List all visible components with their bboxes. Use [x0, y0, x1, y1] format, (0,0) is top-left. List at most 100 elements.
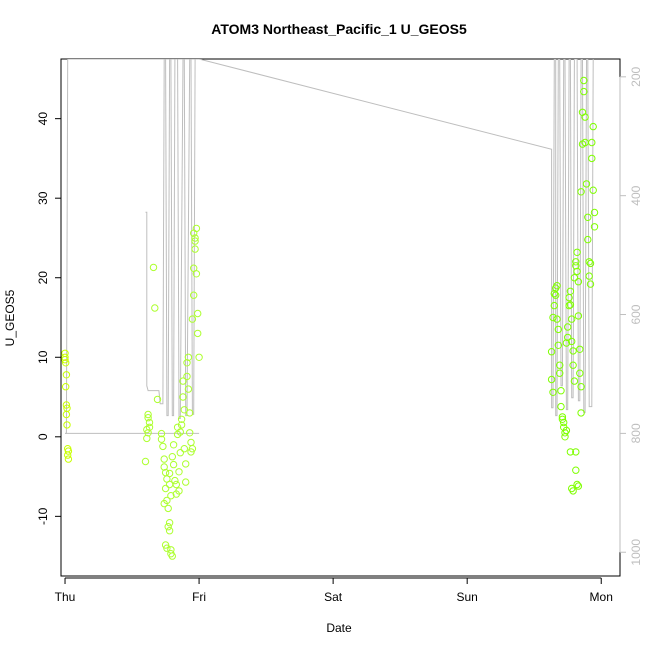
right-tick-label: 400: [629, 185, 643, 205]
data-point: [564, 333, 572, 342]
data-point: [566, 287, 575, 295]
data-point: [556, 361, 564, 369]
data-point: [145, 418, 154, 427]
data-point: [143, 434, 151, 443]
data-point: [186, 429, 194, 437]
data-point: [556, 369, 564, 377]
data-point: [184, 385, 193, 393]
data-point: [153, 395, 162, 404]
data-point: [183, 372, 191, 381]
data-point: [157, 435, 166, 443]
data-point: [554, 325, 562, 334]
data-point: [183, 359, 191, 367]
data-point: [192, 270, 201, 278]
data-point: [180, 406, 189, 414]
data-point: [157, 429, 166, 438]
right-tick-label: 200: [629, 66, 643, 86]
data-point: [195, 353, 203, 361]
data-point: [151, 304, 159, 312]
data-point: [165, 519, 174, 527]
x-tick-label: Sat: [324, 590, 343, 604]
data-point: [574, 482, 583, 490]
data-point: [585, 272, 593, 280]
data-point: [581, 113, 589, 121]
data-point: [589, 186, 597, 194]
data-point: [176, 428, 185, 436]
data-point: [177, 415, 186, 423]
data-point: [576, 345, 584, 353]
x-tick-label: Mon: [590, 590, 613, 604]
data-point: [565, 301, 573, 310]
data-point: [558, 413, 567, 421]
data-point: [160, 463, 168, 471]
x-tick-label: Sun: [457, 590, 478, 604]
data-point: [568, 337, 576, 346]
data-point: [570, 274, 579, 282]
x-tick-label: Thu: [55, 590, 76, 604]
y-tick-label: 10: [36, 350, 50, 364]
data-point: [590, 208, 599, 217]
data-point: [169, 460, 178, 469]
data-point: [190, 229, 198, 237]
data-point: [580, 87, 588, 96]
right-axis: 200 400 600 800 1000: [619, 66, 643, 566]
data-point: [547, 375, 556, 384]
chart-title: ATOM3 Northeast_Pacific_1 U_GEOS5: [211, 21, 467, 37]
data-point: [175, 487, 183, 495]
x-axis-label: Date: [326, 621, 352, 635]
data-point: [176, 449, 185, 457]
data-point: [590, 223, 599, 231]
data-point: [576, 369, 584, 377]
y-tick-label: 30: [36, 191, 50, 205]
data-point: [161, 541, 170, 549]
data-point: [550, 301, 558, 310]
data-point: [558, 415, 567, 423]
data-point: [191, 237, 199, 245]
data-point: [589, 122, 597, 131]
data-point: [570, 377, 579, 385]
y-tick-label: 0: [36, 433, 50, 440]
data-point: [61, 353, 69, 361]
data-point: [144, 429, 152, 437]
data-point: [549, 388, 557, 396]
data-point: [164, 523, 172, 531]
data-point: [171, 476, 179, 485]
data-point: [61, 383, 70, 391]
data-point: [182, 460, 190, 468]
data-point: [572, 262, 580, 270]
data-point: [194, 309, 202, 318]
data-point: [144, 410, 152, 419]
data-point: [61, 356, 69, 364]
data-point: [141, 457, 150, 466]
x-axis: Thu Fri Sat Sun Mon: [55, 577, 613, 604]
data-point: [172, 480, 181, 489]
data-point: [164, 504, 172, 513]
data-point: [169, 441, 178, 449]
data-point: [588, 138, 596, 147]
data-point: [177, 421, 186, 429]
data-point: [186, 409, 194, 417]
data-point: [566, 301, 575, 309]
data-point: [547, 348, 556, 356]
data-point: [584, 235, 592, 244]
data-point: [62, 410, 71, 419]
y-tick-label: 40: [36, 112, 50, 126]
data-point: [167, 492, 175, 500]
data-point: [586, 280, 595, 288]
data-point: [557, 402, 565, 411]
data-point: [163, 544, 171, 552]
data-point: [577, 409, 585, 417]
data-point: [549, 313, 557, 322]
data-point: [572, 258, 580, 266]
data-point: [572, 448, 580, 456]
data-point: [184, 353, 193, 361]
data-point: [552, 291, 560, 299]
data-point: [165, 469, 174, 478]
data-point: [188, 315, 197, 323]
right-tick-label: 800: [629, 423, 643, 443]
data-point: [160, 499, 168, 508]
data-point: [188, 445, 197, 453]
data-point: [554, 341, 562, 349]
